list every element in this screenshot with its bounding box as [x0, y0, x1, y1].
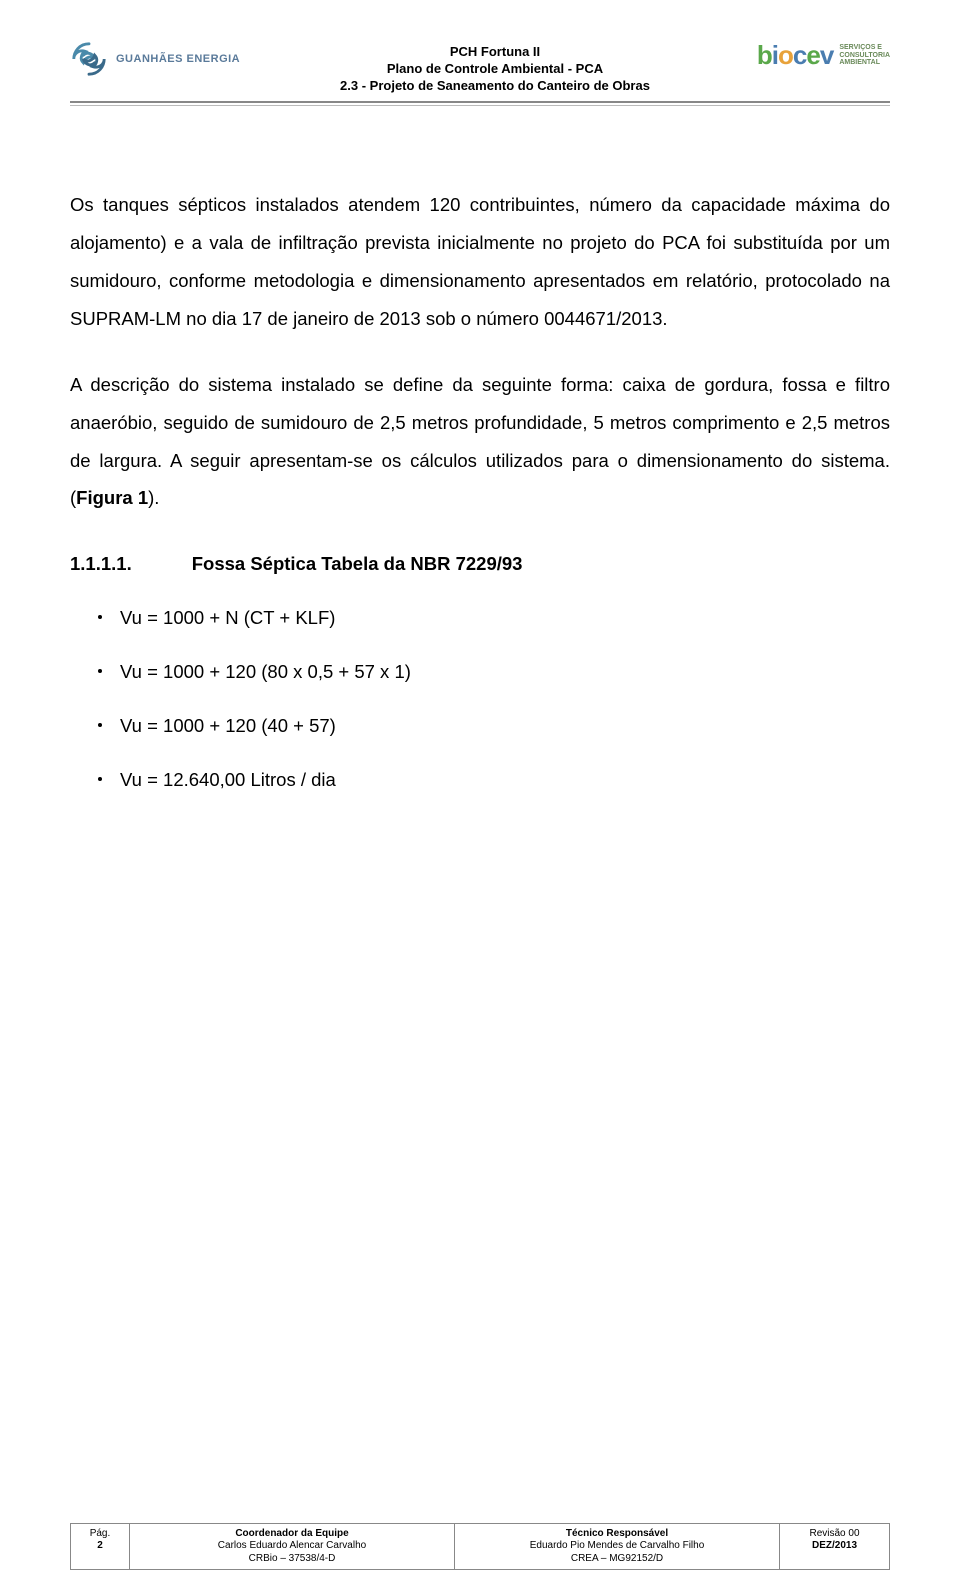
- biocev-sub-2: CONSULTORIA: [839, 52, 890, 59]
- footer-coordinator-cell: Coordenador da Equipe Carlos Eduardo Ale…: [130, 1524, 455, 1571]
- figure-ref: Figura 1: [76, 487, 148, 508]
- section-title: Fossa Séptica Tabela da NBR 7229/93: [192, 553, 523, 574]
- footer-tech-name: Eduardo Pio Mendes de Carvalho Filho: [461, 1540, 773, 1553]
- footer-coord-cred: CRBio – 37538/4-D: [136, 1553, 448, 1566]
- footer-coord-name: Carlos Eduardo Alencar Carvalho: [136, 1540, 448, 1553]
- list-item: Vu = 1000 + 120 (40 + 57): [120, 713, 890, 739]
- paragraph-1: Os tanques sépticos instalados atendem 1…: [70, 186, 890, 338]
- footer-tech-cred: CREA – MG92152/D: [461, 1553, 773, 1566]
- paragraph-2-pre: A descrição do sistema instalado se defi…: [70, 374, 890, 509]
- guanhaes-logo-text: GUANHÃES ENERGIA: [116, 53, 240, 65]
- footer-revision-cell: Revisão 00 DEZ/2013: [780, 1524, 890, 1571]
- list-item: Vu = 1000 + N (CT + KLF): [120, 605, 890, 631]
- document-footer: Pág. 2 Coordenador da Equipe Carlos Edua…: [0, 1523, 960, 1582]
- header-title-block: PCH Fortuna II Plano de Controle Ambient…: [260, 40, 730, 93]
- footer-rev-date: DEZ/2013: [812, 1540, 857, 1551]
- biocev-tagline: SERVIÇOS E CONSULTORIA AMBIENTAL: [839, 44, 890, 67]
- footer-page-number: 2: [97, 1540, 103, 1551]
- logo-guanhaes: GUANHÃES ENERGIA: [70, 40, 260, 78]
- footer-page-label: Pág.: [77, 1528, 123, 1541]
- guanhaes-swirl-icon: [70, 40, 108, 78]
- paragraph-2: A descrição do sistema instalado se defi…: [70, 366, 890, 518]
- header-line-1: PCH Fortuna II: [260, 44, 730, 59]
- footer-tech-cell: Técnico Responsável Eduardo Pio Mendes d…: [455, 1524, 780, 1571]
- footer-page-cell: Pág. 2: [70, 1524, 130, 1571]
- section-heading: 1.1.1.1. Fossa Séptica Tabela da NBR 7229…: [70, 545, 890, 583]
- header-rule-thick: [70, 101, 890, 103]
- biocev-sub-3: AMBIENTAL: [839, 59, 880, 66]
- biocev-wordmark: biocev: [757, 40, 833, 71]
- header-line-2: Plano de Controle Ambiental - PCA: [260, 61, 730, 76]
- formula-list: Vu = 1000 + N (CT + KLF) Vu = 1000 + 120…: [70, 605, 890, 793]
- biocev-sub-1: SERVIÇOS E: [839, 44, 882, 51]
- document-header: GUANHÃES ENERGIA PCH Fortuna II Plano de…: [70, 40, 890, 93]
- list-item: Vu = 1000 + 120 (80 x 0,5 + 57 x 1): [120, 659, 890, 685]
- footer-coord-label: Coordenador da Equipe: [136, 1528, 448, 1541]
- logo-biocev: biocev SERVIÇOS E CONSULTORIA AMBIENTAL: [730, 40, 890, 71]
- header-rule-thin: [70, 105, 890, 106]
- footer-rev-label: Revisão 00: [786, 1528, 883, 1541]
- paragraph-2-post: ).: [148, 487, 159, 508]
- section-number: 1.1.1.1.: [70, 545, 132, 583]
- header-line-3: 2.3 - Projeto de Saneamento do Canteiro …: [260, 78, 730, 93]
- document-body: Os tanques sépticos instalados atendem 1…: [70, 186, 890, 793]
- footer-tech-label: Técnico Responsável: [461, 1528, 773, 1541]
- list-item: Vu = 12.640,00 Litros / dia: [120, 767, 890, 793]
